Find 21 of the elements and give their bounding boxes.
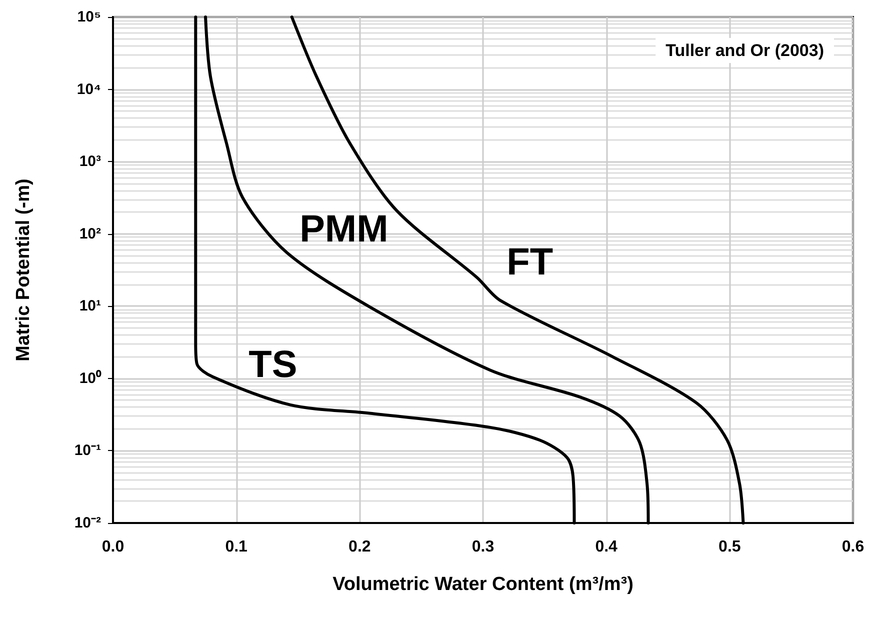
series-label: TS <box>248 344 298 386</box>
annotation: Tuller and Or (2003) <box>666 41 824 60</box>
y-tick-label: 10³ <box>79 153 101 170</box>
y-tick-label: 10² <box>79 225 101 242</box>
x-tick-label: 0.1 <box>225 538 248 556</box>
y-tick-label: 10⁰ <box>79 368 102 387</box>
y-tick-label: 10⁻² <box>74 514 101 532</box>
x-tick-label: 0.5 <box>718 538 741 556</box>
x-tick-label: 0.0 <box>102 538 124 556</box>
y-tick-label: 10¹ <box>79 298 101 315</box>
x-axis-title: Volumetric Water Content (m³/m³) <box>332 574 634 595</box>
y-tick-label: 10⁵ <box>77 8 101 26</box>
x-tick-label: 0.6 <box>842 538 864 556</box>
series-label: FT <box>506 241 554 284</box>
y-axis-title: Matric Potential (-m) <box>13 178 34 362</box>
x-tick-label: 0.2 <box>348 538 371 556</box>
y-tick-label: 10⁴ <box>76 80 101 98</box>
x-tick-label: 0.4 <box>595 538 618 556</box>
series-label: PMM <box>300 208 388 251</box>
x-tick-label: 0.3 <box>472 538 494 556</box>
y-tick-label: 10⁻¹ <box>74 442 101 460</box>
